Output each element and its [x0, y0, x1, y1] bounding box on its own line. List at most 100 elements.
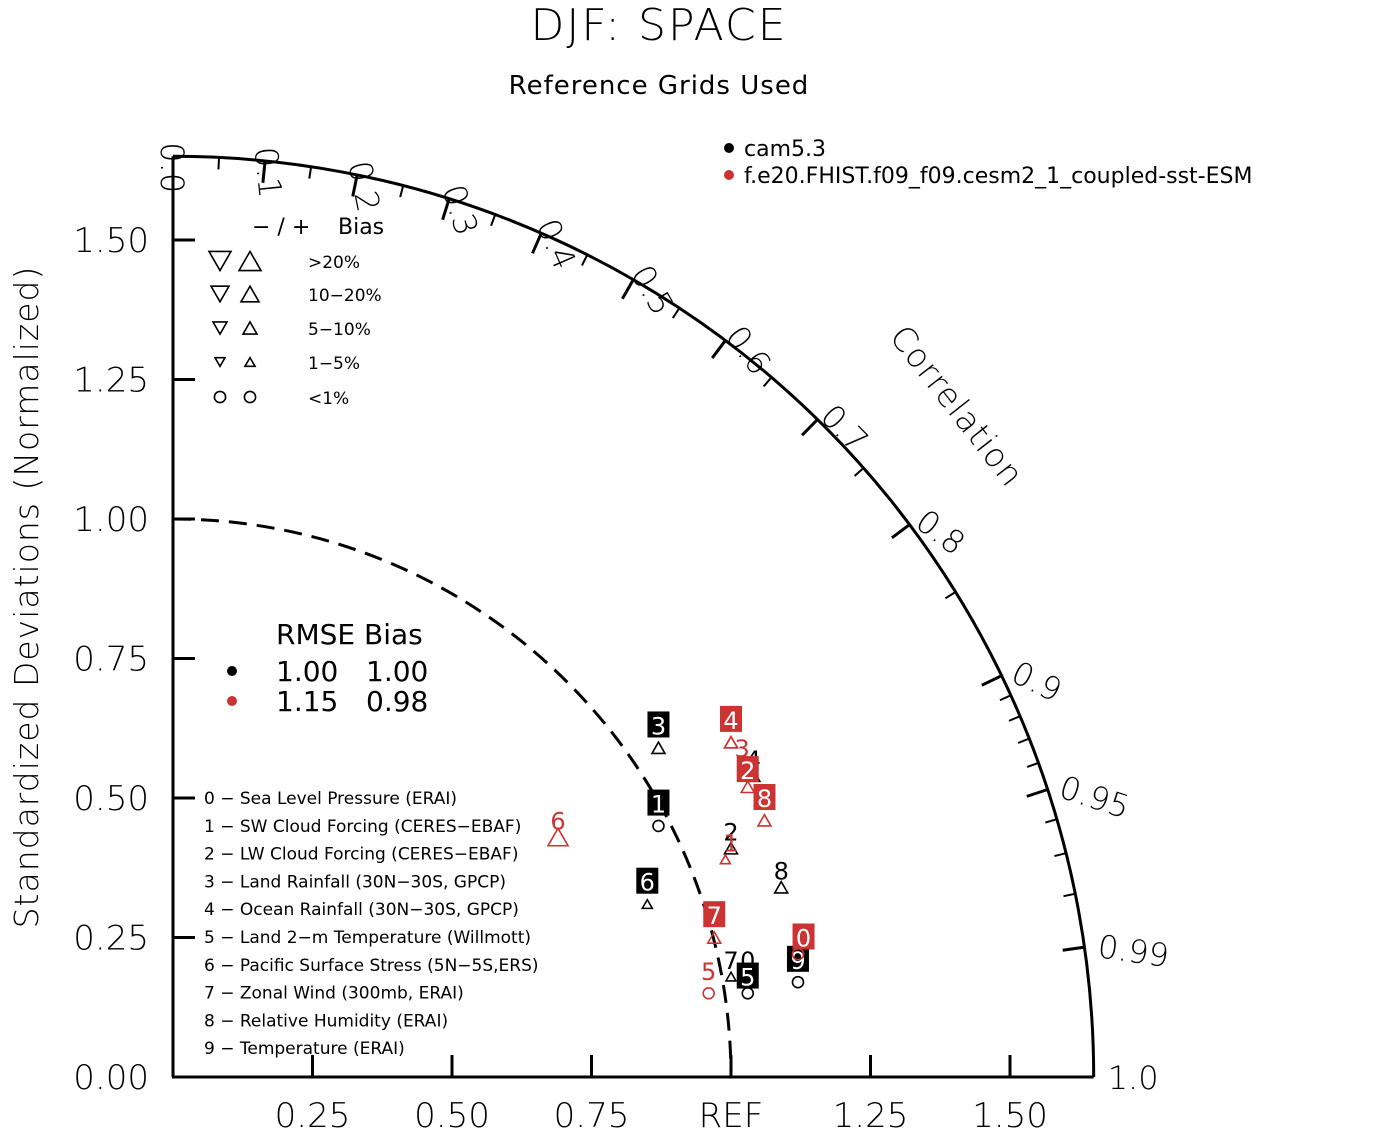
variable-list-item: 1 − SW Cloud Forcing (CERES−EBAF)	[204, 817, 521, 837]
correlation-tick-mark	[1062, 945, 1085, 952]
data-label-box	[703, 901, 726, 928]
y-tick-label: 0.75	[73, 640, 149, 680]
correlation-tick-label: 1.0	[1108, 1059, 1159, 1097]
rmse-legend-rmse-cam5: 1.00	[276, 655, 338, 688]
data-marker-triangle	[650, 740, 667, 755]
bias-legend-circle-minus	[213, 390, 227, 404]
correlation-tick-label: 0.7	[813, 397, 876, 460]
data-marker-triangle	[756, 813, 773, 827]
variable-list-item: 5 − Land 2−m Temperature (Willmott)	[204, 928, 531, 948]
correlation-tick-label: 0.6	[718, 318, 779, 382]
data-label: 5	[740, 964, 755, 992]
correlation-minor-tick	[762, 376, 773, 388]
bias-legend-triangle-up	[241, 320, 259, 335]
x-tick-label: 0.75	[554, 1096, 630, 1135]
correlation-tick-label: 0.4	[529, 213, 584, 275]
correlation-minor-tick	[1026, 761, 1039, 768]
correlation-minor-tick	[217, 157, 221, 170]
correlation-tick-label: 0.1	[247, 145, 290, 199]
variable-list-item: 9 − Temperature (ERAI)	[204, 1039, 405, 1059]
data-marker-circle	[702, 986, 715, 1000]
data-label: 6	[550, 807, 565, 835]
bias-legend-triangle-up	[243, 356, 257, 368]
data-marker-triangle	[723, 734, 739, 749]
variable-list-item: 6 − Pacific Surface Stress (5N−5S,ERS)	[204, 956, 539, 976]
correlation-tick-mark	[621, 278, 635, 300]
data-marker-triangle	[546, 826, 570, 847]
model-legend-label-cam5: cam5.3	[744, 137, 826, 162]
bias-legend-label: 1−5%	[308, 354, 360, 374]
x-tick-labels: 0.25 0.50 0.75 REF 1.25 1.50	[275, 1096, 1048, 1135]
correlation-minor-tick	[1017, 737, 1030, 744]
data-label: 5	[701, 958, 716, 986]
data-label: 7	[707, 902, 722, 930]
correlation-minor-tick	[581, 254, 589, 266]
data-label: 3	[735, 735, 750, 763]
data-label: 1	[723, 830, 738, 858]
correlation-minor-tick	[1045, 818, 1058, 824]
correlation-minor-tick	[399, 185, 405, 198]
x-tick-label: 0.25	[275, 1096, 351, 1135]
outer-arc	[172, 154, 1096, 1078]
data-label: 7	[723, 947, 738, 975]
data-label: 1	[651, 791, 666, 819]
bias-legend-triangle-down	[213, 356, 227, 368]
x-tick-label: 0.50	[414, 1096, 490, 1135]
rmse-legend-marker-cesm2	[227, 696, 237, 706]
correlation-minor-tick	[1063, 892, 1076, 898]
variable-list-item: 8 − Relative Humidity (ERAI)	[204, 1011, 448, 1031]
correlation-tick-mark	[1026, 788, 1049, 798]
correlation-tick-mark	[801, 418, 819, 437]
data-label-box	[736, 962, 759, 989]
correlation-minor-tick	[853, 467, 865, 477]
data-marker-circle	[791, 975, 805, 989]
correlation-minor-tick	[308, 166, 313, 179]
rmse-legend-header: RMSE Bias	[276, 618, 423, 651]
model-legend: cam5.3 f.e20.FHIST.f09_f09.cesm2_1_coupl…	[724, 137, 1252, 189]
y-tick-label: 0.50	[73, 779, 149, 819]
reference-arc	[172, 517, 733, 1078]
data-points: 0123456789023456781	[546, 705, 815, 1000]
data-label: 3	[651, 712, 666, 740]
correlation-tick-label: 0.3	[434, 180, 486, 240]
model-legend-label-cesm2: f.e20.FHIST.f09_f09.cesm2_1_coupled-sst-…	[744, 164, 1252, 189]
data-marker-triangle	[739, 779, 756, 794]
correlation-minor-tick	[1054, 852, 1067, 858]
rmse-legend-marker-cam5	[227, 666, 237, 676]
data-label-box	[792, 923, 815, 950]
x-tick-label: 1.25	[833, 1096, 909, 1135]
bias-legend: − / + Bias >20% 10−20% 5−10% 1−5% <1%	[207, 215, 384, 409]
data-label-box	[720, 705, 742, 732]
bias-legend-label: 10−20%	[308, 286, 382, 306]
correlation-tick-label: 0.2	[340, 158, 387, 215]
data-label: 8	[757, 785, 772, 813]
plot-axes	[171, 154, 1096, 1079]
data-label-box	[753, 784, 776, 810]
bias-legend-label: >20%	[308, 253, 360, 273]
variable-list: 0 − Sea Level Pressure (ERAI) 1 − SW Clou…	[204, 789, 539, 1059]
data-label-box	[647, 711, 670, 738]
correlation-tick-mark	[711, 339, 727, 359]
correlation-tick-label: 0.8	[909, 502, 973, 563]
data-label: 8	[774, 858, 789, 886]
bias-legend-sign-header: − / +	[252, 215, 310, 240]
correlation-tick-mark	[981, 674, 1003, 687]
correlation-tick-mark	[531, 232, 543, 254]
variable-list-item: 4 − Ocean Rainfall (30N−30S, GPCP)	[204, 900, 519, 920]
correlation-tick-label: 0.99	[1096, 927, 1172, 975]
model-legend-marker-cesm2	[724, 170, 734, 180]
variable-list-item: 2 − LW Cloud Forcing (CERES−EBAF)	[204, 845, 518, 865]
chart-subtitle: Reference Grids Used	[509, 71, 810, 101]
correlation-tick-label: 0.5	[623, 259, 681, 322]
y-tick-label: 1.50	[73, 221, 149, 261]
correlation-minor-tick	[999, 694, 1012, 702]
correlation-tick-mark	[261, 160, 267, 183]
bias-legend-triangle-down	[207, 250, 233, 273]
data-marker-triangle	[724, 970, 738, 982]
variable-list-item: 0 − Sea Level Pressure (ERAI)	[204, 789, 457, 809]
y-tick-label: 0.00	[73, 1058, 149, 1098]
y-tick-label: 1.00	[73, 500, 149, 540]
correlation-tick-mark	[891, 523, 911, 539]
correlation-minor-tick	[671, 307, 681, 319]
